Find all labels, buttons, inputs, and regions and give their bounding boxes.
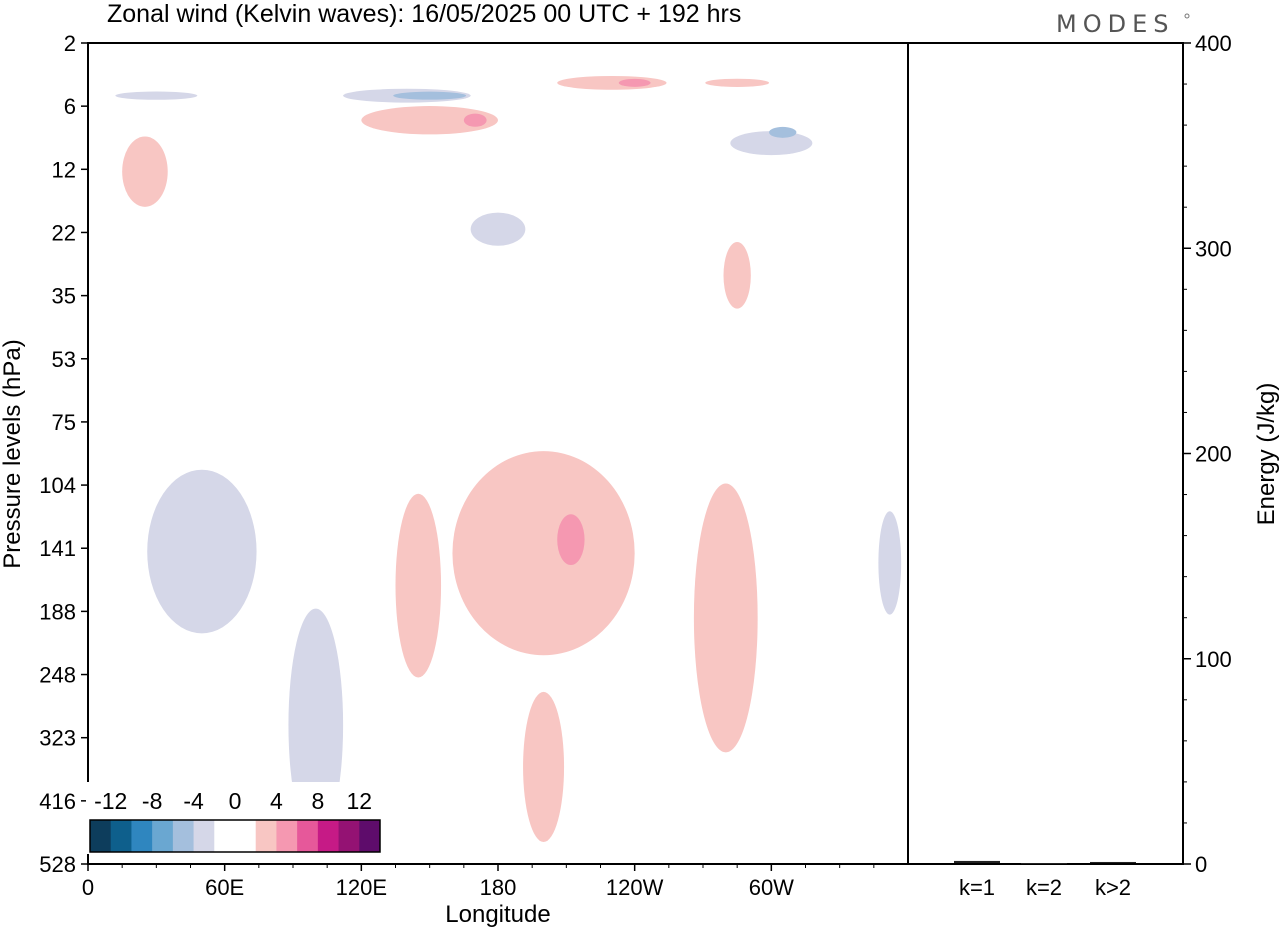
- y-axis-ticks: 2 6 12 22 35 53 75 104 141 188 248 323 416 528: [39, 31, 88, 877]
- colorbar-swatch: [214, 820, 236, 852]
- y-tick-label: 2: [64, 31, 76, 56]
- colorbar-swatch: [152, 820, 174, 852]
- energy-bars: [954, 860, 1136, 864]
- colorbar-swatch: [255, 820, 277, 852]
- y-tick-label: 6: [64, 94, 76, 119]
- colorbar-swatch: [276, 820, 298, 852]
- colorbar-label: -4: [183, 788, 204, 814]
- y-tick-label: 141: [39, 536, 76, 561]
- heatmap-region: [705, 78, 770, 87]
- x-tick-label: 0: [82, 875, 94, 900]
- colorbar-labels: -12 -8 -4 0 4 8 12: [94, 788, 372, 814]
- colorbar-swatch: [131, 820, 153, 852]
- colorbar-label: -8: [142, 788, 162, 814]
- heatmap-region: [122, 136, 168, 207]
- y-tick-label: 22: [52, 220, 76, 245]
- y-tick-label: 35: [52, 284, 76, 309]
- heatmap-region: [393, 91, 467, 100]
- x-tick-label: 120W: [606, 875, 664, 900]
- heatmap-region: [463, 113, 487, 127]
- energy-category-label: k=2: [1026, 875, 1062, 900]
- energy-category-label: k=1: [959, 875, 995, 900]
- main-plot-frame: [87, 42, 909, 865]
- heatmap-region: [618, 78, 651, 87]
- energy-category-label: k>2: [1095, 875, 1131, 900]
- heatmap-region: [115, 91, 198, 100]
- x-axis-ticks: 0 60E 120E 180 120W 60W: [82, 864, 875, 900]
- colorbar-label: 12: [346, 788, 372, 814]
- x-tick-label: 180: [480, 875, 517, 900]
- y-tick-label: 188: [39, 599, 76, 624]
- energy-tick-label: 400: [1195, 31, 1232, 56]
- colorbar-swatch: [235, 820, 257, 852]
- colorbar-swatch: [359, 820, 381, 852]
- colorbar-label: -12: [94, 788, 127, 814]
- colorbar-swatch: [338, 820, 360, 852]
- heatmap-region: [878, 511, 902, 615]
- energy-plot-frame: [907, 42, 1184, 865]
- modes-logo: MODES: [1056, 10, 1174, 38]
- colorbar-swatch: [172, 820, 195, 852]
- heatmap-region: [395, 493, 442, 678]
- colorbar-label: 4: [270, 788, 283, 814]
- y-tick-label: 323: [39, 726, 76, 751]
- colorbar-swatches: [90, 820, 381, 852]
- heatmap-regions: [115, 75, 902, 843]
- colorbar-swatch: [317, 820, 340, 852]
- y-tick-label: 104: [39, 473, 76, 498]
- energy-bar: [1021, 863, 1067, 864]
- heatmap-region: [523, 691, 565, 843]
- energy-bar: [1090, 861, 1136, 863]
- energy-categories: k=1 k=2 k>2: [959, 875, 1131, 900]
- colorbar-swatch: [297, 820, 319, 852]
- energy-tick-label: 0: [1195, 852, 1207, 877]
- y-tick-label: 528: [39, 852, 76, 877]
- chart-title: Zonal wind (Kelvin waves): 16/05/2025 00…: [107, 0, 741, 28]
- heatmap-region: [147, 469, 257, 634]
- energy-tick-label: 100: [1195, 647, 1232, 672]
- heatmap-region: [769, 126, 797, 138]
- x-tick-label: 60W: [749, 875, 794, 900]
- y-tick-label: 75: [52, 410, 76, 435]
- colorbar-legend: -12 -8 -4 0 4 8 12: [86, 782, 384, 854]
- energy-axis-ticks: 0 100 200 300 400: [1183, 31, 1232, 877]
- heatmap-region: [470, 212, 526, 246]
- colorbar-label: 0: [229, 788, 242, 814]
- colorbar-swatch: [110, 820, 132, 852]
- logo-mark: [1184, 13, 1190, 19]
- energy-axis-title: Energy (J/kg): [1253, 383, 1280, 526]
- x-axis-title: Longitude: [445, 901, 550, 928]
- heatmap-region: [723, 242, 751, 309]
- energy-tick-label: 200: [1195, 442, 1232, 467]
- x-tick-label: 60E: [205, 875, 244, 900]
- colorbar-swatch: [90, 820, 112, 852]
- energy-tick-label: 300: [1195, 236, 1232, 261]
- y-tick-label: 416: [39, 789, 76, 814]
- x-tick-label: 120E: [336, 875, 387, 900]
- heatmap-region: [693, 483, 758, 753]
- heatmap-region: [557, 514, 585, 566]
- y-axis-title: Pressure levels (hPa): [0, 339, 26, 568]
- y-tick-label: 53: [52, 347, 76, 372]
- y-tick-label: 12: [52, 157, 76, 182]
- energy-bar: [954, 860, 1000, 863]
- heatmap-region: [730, 131, 813, 156]
- y-tick-label: 248: [39, 663, 76, 688]
- colorbar-label: 8: [311, 788, 324, 814]
- colorbar-swatch: [193, 820, 215, 852]
- heatmap-region: [452, 451, 635, 656]
- heatmap-region: [361, 106, 498, 135]
- colorbar-frame: [89, 819, 381, 853]
